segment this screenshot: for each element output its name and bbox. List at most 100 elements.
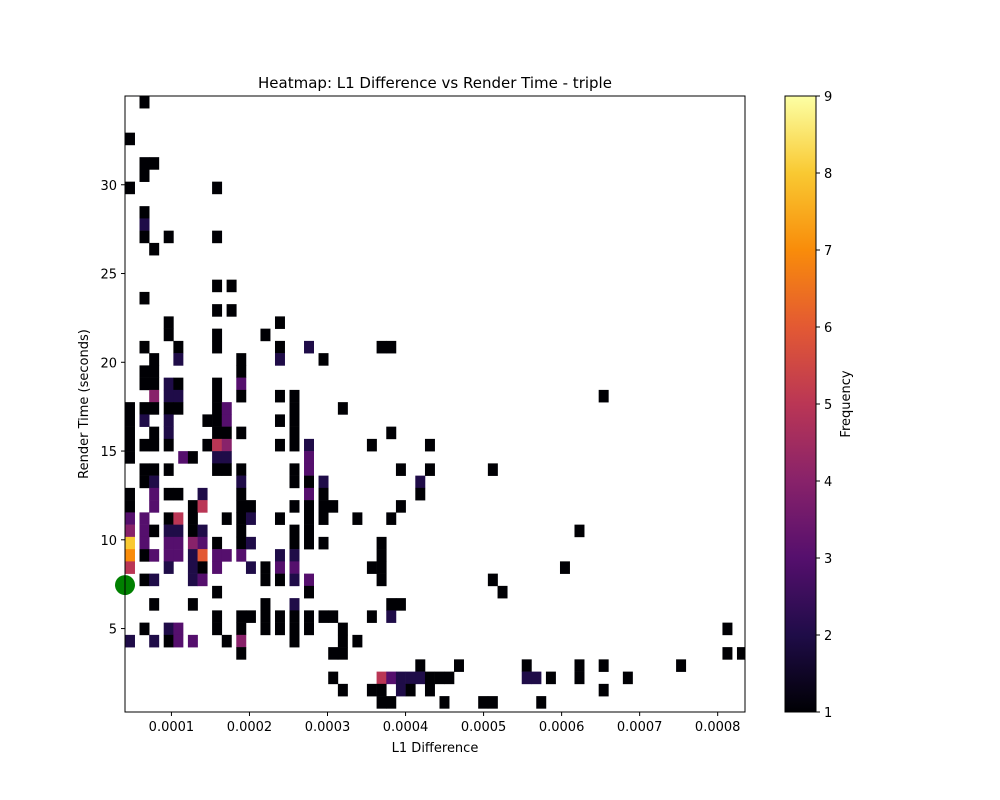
heatmap-cell [212, 549, 223, 562]
heatmap-cell [236, 463, 247, 476]
heatmap-cell [221, 463, 232, 476]
heatmap-cell [598, 659, 609, 672]
heatmap-cell [245, 536, 256, 550]
heatmap-cell [187, 634, 198, 648]
heatmap-cell [376, 696, 387, 709]
heatmap-cell [139, 206, 150, 219]
heatmap-cell [173, 634, 184, 648]
heatmap-cell [212, 414, 223, 427]
heatmap-cell [163, 414, 174, 427]
heatmap-cell [366, 683, 377, 697]
heatmap-cell [163, 328, 174, 342]
heatmap-cell [163, 622, 174, 636]
heatmap-cell [125, 181, 135, 195]
heatmap-cell [125, 524, 135, 538]
heatmap-cell [386, 512, 397, 525]
y-tick-label: 5 [109, 623, 117, 638]
heatmap-cell [289, 561, 300, 574]
heatmap-cell [236, 389, 247, 403]
heatmap-cell [386, 696, 397, 709]
heatmap-cell [736, 647, 746, 660]
heatmap-cell [149, 598, 160, 611]
heatmap-cell [187, 561, 198, 574]
heatmap-cell [536, 696, 547, 709]
heatmap-cell [598, 389, 609, 403]
heatmap-cell [221, 414, 232, 427]
heatmap-cell [139, 377, 150, 391]
heatmap-cell [149, 463, 160, 476]
heatmap-cell [236, 487, 247, 501]
heatmap-cell [149, 500, 160, 513]
y-tick-label: 20 [100, 356, 117, 371]
heatmap-cell [289, 634, 300, 648]
heatmap-cell [187, 573, 198, 587]
heatmap-cell [149, 242, 160, 256]
heatmap-cell [163, 438, 174, 452]
heatmap-cell [236, 647, 247, 660]
heatmap-cell [236, 500, 247, 513]
y-tick-label: 30 [100, 179, 117, 194]
y-tick-label: 15 [100, 445, 117, 460]
heatmap-cell [304, 622, 314, 636]
heatmap-cell [163, 389, 174, 403]
heatmap-cell [328, 671, 339, 685]
heatmap-cell [125, 549, 135, 562]
heatmap-cell [173, 377, 184, 391]
heatmap-cell [289, 524, 300, 538]
heatmap-cell [139, 463, 150, 476]
heatmap-cell [236, 512, 247, 525]
heatmap-cell [304, 585, 314, 599]
x-tick-label: 0.0008 [695, 720, 741, 735]
heatmap-cell [173, 487, 184, 501]
heatmap-cell [236, 622, 247, 636]
heatmap-cell [622, 671, 633, 685]
heatmap-cell [149, 634, 160, 648]
heatmap-cell [139, 218, 150, 231]
heatmap-cell [197, 536, 208, 550]
heatmap-cell [304, 512, 314, 525]
heatmap-cell [125, 512, 135, 525]
heatmap-cell [376, 549, 387, 562]
heatmap-cell [226, 304, 237, 317]
heatmap-cell [304, 438, 314, 452]
heatmap-cell [337, 647, 348, 660]
heatmap-cell [187, 524, 198, 538]
heatmap-cell [415, 475, 426, 489]
heatmap-cell [149, 549, 160, 562]
heatmap-cell [173, 512, 184, 525]
heatmap-cell [386, 426, 397, 440]
heatmap-cell [366, 561, 377, 574]
heatmap-cell [289, 426, 300, 440]
heatmap-cell [197, 561, 208, 574]
colorbar-tick-label: 6 [824, 321, 832, 336]
heatmap-cell [187, 512, 198, 525]
heatmap-cell [163, 487, 174, 501]
heatmap-cell [274, 561, 285, 574]
heatmap-cell [318, 610, 329, 623]
heatmap-cell [163, 230, 174, 244]
colorbar-tick-label: 8 [824, 167, 832, 182]
colorbar-tick-label: 2 [824, 629, 832, 644]
heatmap-cell [212, 585, 223, 599]
heatmap-cell [149, 426, 160, 440]
heatmap-cell [212, 181, 223, 195]
heatmap-cell [139, 438, 150, 452]
heatmap-cell [289, 463, 300, 476]
heatmap-cell [260, 610, 271, 623]
heatmap-cell [212, 622, 223, 636]
heatmap-cell [328, 500, 339, 513]
heatmap-cell [236, 610, 247, 623]
heatmap-cell [289, 414, 300, 427]
heatmap-cell [197, 524, 208, 538]
heatmap-cell [187, 598, 198, 611]
heatmap-cell [318, 500, 329, 513]
colorbar-tick-label: 1 [824, 706, 832, 721]
heatmap-cell [376, 671, 387, 685]
heatmap-cell [236, 426, 247, 440]
heatmap-cell [289, 622, 300, 636]
heatmap-cell [559, 561, 570, 574]
heatmap-cell [236, 377, 247, 391]
heatmap-cell [304, 524, 314, 538]
heatmap-cell [274, 353, 285, 366]
heatmap-cell [304, 487, 314, 501]
